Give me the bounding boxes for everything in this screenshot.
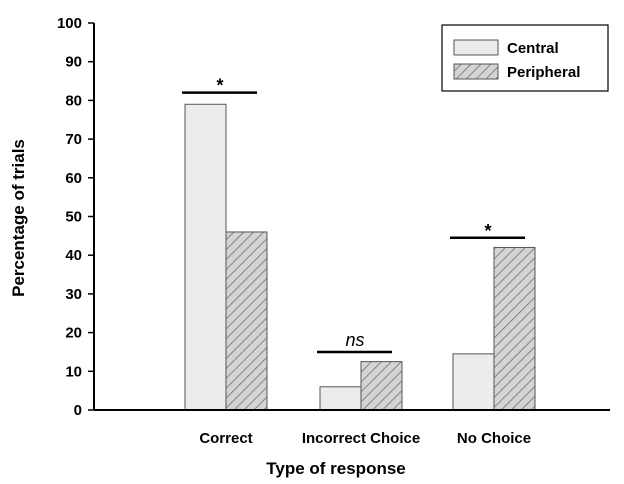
legend-swatch-central <box>453 39 499 56</box>
legend: Central Peripheral <box>441 24 609 92</box>
bars <box>184 103 536 411</box>
y-tick-label-80: 80 <box>65 92 82 109</box>
x-tick-label-no-choice: No Choice <box>457 430 531 447</box>
y-tick-label-0: 0 <box>74 402 82 419</box>
y-axis-title: Percentage of trials <box>9 139 28 297</box>
significance-label-no-choice: * <box>484 221 491 241</box>
x-tick-label-correct: Correct <box>199 430 252 447</box>
legend-swatch-peripheral <box>453 63 499 80</box>
y-tick-label-70: 70 <box>65 131 82 148</box>
y-axis-ticks: 0 10 20 30 40 50 60 70 80 90 100 <box>57 15 94 419</box>
bar-peripheral-correct <box>225 231 268 411</box>
legend-label-peripheral: Peripheral <box>507 64 580 81</box>
x-axis-title: Type of response <box>266 459 406 478</box>
bar-peripheral-incorrect-choice <box>360 361 403 411</box>
bar-central-no-choice <box>452 353 495 411</box>
y-tick-label-60: 60 <box>65 170 82 187</box>
y-tick-label-30: 30 <box>65 286 82 303</box>
y-tick-label-100: 100 <box>57 15 82 32</box>
y-tick-label-50: 50 <box>65 209 82 226</box>
significance-label-incorrect-choice: ns <box>345 330 364 350</box>
legend-box <box>441 24 609 92</box>
y-tick-label-10: 10 <box>65 363 82 380</box>
y-tick-label-40: 40 <box>65 247 82 264</box>
significance-label-correct: * <box>216 76 223 96</box>
significance-annotations: * ns * <box>182 76 525 354</box>
bar-central-correct <box>184 103 227 411</box>
x-tick-label-incorrect-choice: Incorrect Choice <box>302 430 420 447</box>
x-axis-category-labels: Correct Incorrect Choice No Choice <box>199 430 531 447</box>
y-tick-label-20: 20 <box>65 325 82 342</box>
bar-central-incorrect-choice <box>319 386 362 411</box>
y-tick-label-90: 90 <box>65 54 82 71</box>
bar-peripheral-no-choice <box>493 246 536 411</box>
legend-label-central: Central <box>507 40 559 57</box>
